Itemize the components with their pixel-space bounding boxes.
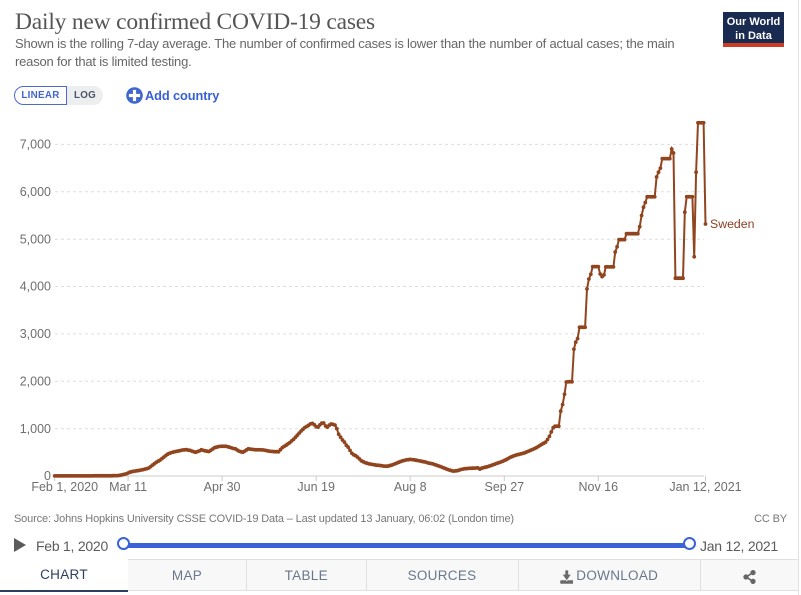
svg-text:Nov 16: Nov 16 xyxy=(578,480,618,494)
svg-text:2,000: 2,000 xyxy=(20,375,51,389)
svg-text:7,000: 7,000 xyxy=(20,138,51,152)
svg-text:Mar 11: Mar 11 xyxy=(109,480,147,494)
svg-text:3,000: 3,000 xyxy=(20,327,51,341)
svg-text:Jun 19: Jun 19 xyxy=(297,480,335,494)
svg-text:5,000: 5,000 xyxy=(20,232,51,246)
svg-text:1,000: 1,000 xyxy=(20,422,51,436)
svg-text:6,000: 6,000 xyxy=(20,185,51,199)
svg-text:4,000: 4,000 xyxy=(20,280,51,294)
svg-text:Feb 1, 2020: Feb 1, 2020 xyxy=(31,480,98,494)
svg-text:Aug 8: Aug 8 xyxy=(394,480,427,494)
svg-text:Apr 30: Apr 30 xyxy=(204,480,241,494)
svg-text:0: 0 xyxy=(44,469,51,483)
svg-text:Jan 12, 2021: Jan 12, 2021 xyxy=(669,480,741,494)
svg-text:Sweden: Sweden xyxy=(710,217,755,231)
svg-text:Sep 27: Sep 27 xyxy=(484,480,524,494)
